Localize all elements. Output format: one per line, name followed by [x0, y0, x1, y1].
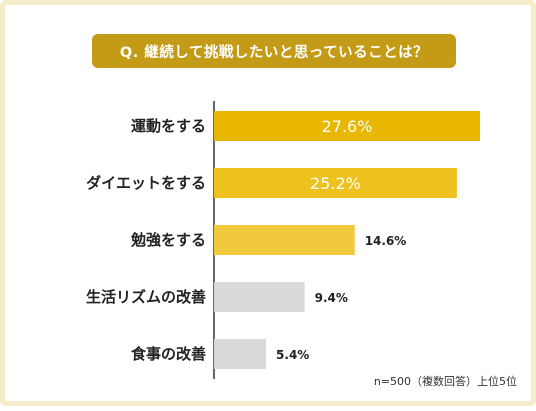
bar-4: [214, 282, 305, 312]
bar-5: [214, 339, 267, 369]
bar-chart: 運動をする 27.6% ダイエットをする 25.2% 勉強をする 14.6% 生活リズムの改…: [86, 101, 480, 379]
category-label-1: 運動をする: [131, 117, 206, 135]
value-label-1: 27.6%: [322, 117, 373, 136]
category-label-3: 勉強をする: [130, 231, 206, 249]
bar-1: [214, 111, 480, 141]
category-label-5: 食事の改善: [131, 345, 206, 363]
value-label-2: 25.2%: [310, 174, 361, 193]
bar-3: [214, 225, 355, 255]
category-label-2: ダイエットをする: [86, 174, 206, 192]
sample-note: n=500（複数回答）上位5位: [373, 375, 517, 388]
bar-2: [214, 168, 457, 198]
chart-title: Q. 継続して挑戦したいと思っていることは？: [92, 34, 456, 68]
value-label-5: 5.4%: [276, 348, 309, 362]
value-label-4: 9.4%: [315, 291, 348, 305]
category-label-4: 生活リズムの改善: [86, 288, 206, 306]
value-label-3: 14.6%: [365, 234, 407, 248]
